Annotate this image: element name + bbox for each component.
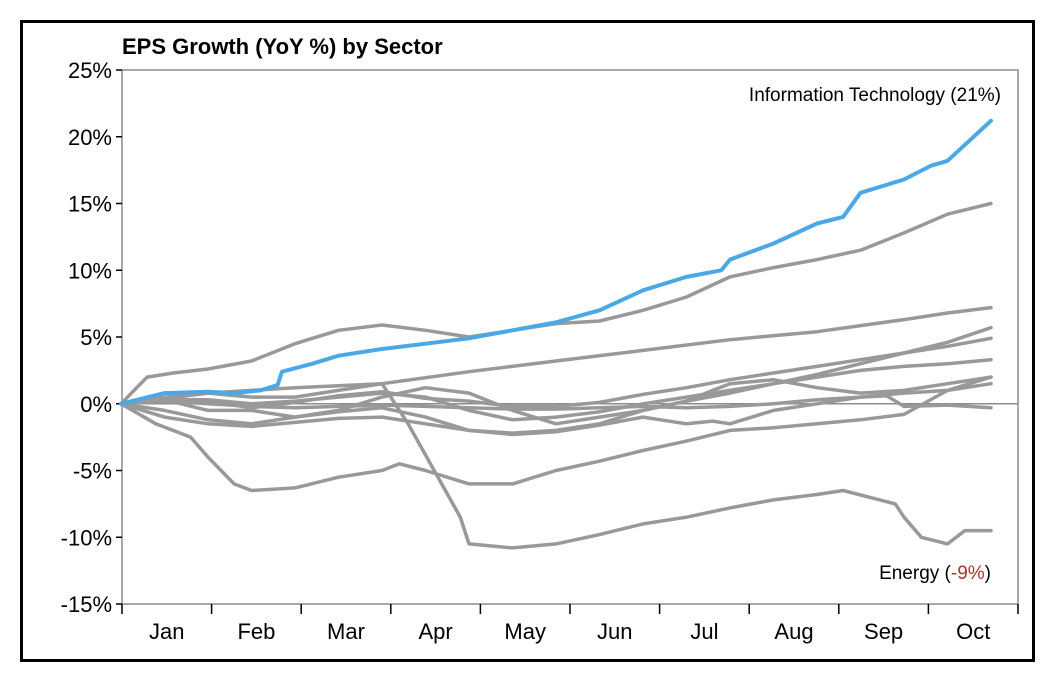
chart-frame: EPS Growth (YoY %) by Sector 25% 20% 15% 10… xyxy=(20,20,1035,662)
annotation-energy-prefix: Energy ( xyxy=(879,563,951,584)
x-tick-label: Feb xyxy=(237,619,275,644)
series-layer xyxy=(119,118,993,550)
y-tick-label: -10% xyxy=(61,525,112,550)
x-axis: Jan Feb Mar Apr May Jun Jul Aug Sep Oct xyxy=(121,604,1019,644)
annotation-energy: Energy (-9%) xyxy=(879,563,991,584)
eps-growth-chart: EPS Growth (YoY %) by Sector 25% 20% 15% 10… xyxy=(61,34,1019,644)
series-line-sector-10 xyxy=(119,375,993,493)
annotation-energy-suffix: ) xyxy=(985,563,991,584)
y-tick-label: 20% xyxy=(68,125,112,150)
y-tick-label: 10% xyxy=(68,258,112,283)
x-tick-label: Mar xyxy=(327,619,365,644)
y-tick-label: -5% xyxy=(73,459,112,484)
chart-title: EPS Growth (YoY %) by Sector xyxy=(122,34,443,59)
y-tick-label: -15% xyxy=(61,592,112,617)
x-tick-label: Jun xyxy=(597,619,632,644)
series-line-energy xyxy=(119,381,993,550)
series-line-sector-3 xyxy=(119,305,993,406)
y-tick-label: 15% xyxy=(68,192,112,217)
x-tick-label: Oct xyxy=(956,619,990,644)
series-line-sector-4 xyxy=(119,325,993,422)
series-line-sector-9 xyxy=(119,393,993,411)
x-tick-label: Jul xyxy=(690,619,718,644)
series-line-sector-8 xyxy=(119,381,993,437)
annotation-information-technology: Information Technology (21%) xyxy=(749,85,1001,106)
annotation-energy-value: -9% xyxy=(951,563,985,584)
y-axis: 25% 20% 15% 10% 5% 0% -5% -10% -15% xyxy=(61,58,122,617)
series-line-sector-6 xyxy=(119,357,993,426)
x-tick-label: Sep xyxy=(864,619,903,644)
series-line-information-technology xyxy=(119,118,993,406)
y-tick-label: 0% xyxy=(80,392,112,417)
x-tick-label: Aug xyxy=(774,619,813,644)
y-tick-label: 25% xyxy=(68,58,112,83)
x-tick-label: Jan xyxy=(149,619,184,644)
x-tick-label: Apr xyxy=(418,619,452,644)
plot-area xyxy=(121,69,1019,605)
x-tick-label: May xyxy=(504,619,546,644)
y-tick-label: 5% xyxy=(80,325,112,350)
